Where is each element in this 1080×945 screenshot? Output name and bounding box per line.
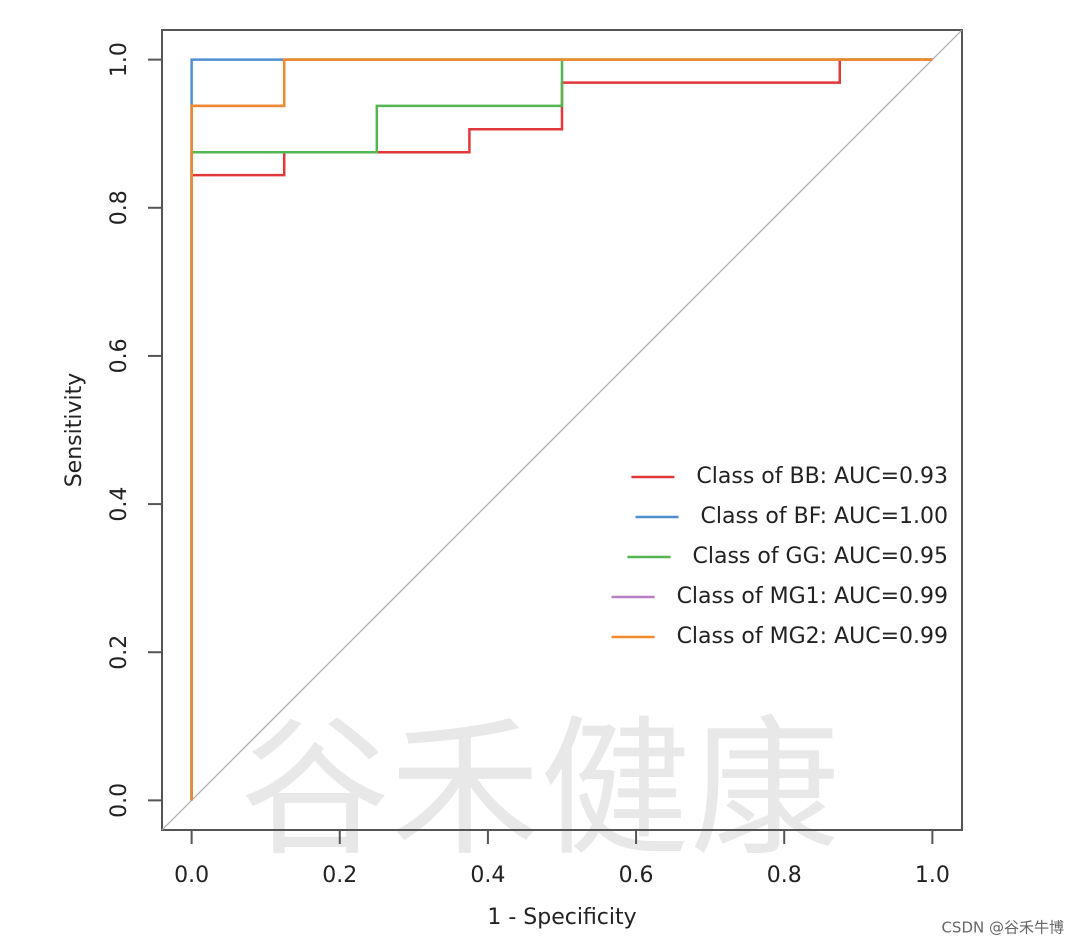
roc-curve xyxy=(190,58,933,801)
legend-label: Class of MG1: AUC=0.99 xyxy=(677,584,948,609)
x-tick-label: 0.4 xyxy=(470,863,505,888)
legend-label: Class of MG2: AUC=0.99 xyxy=(677,624,948,649)
y-tick-label: 0.8 xyxy=(107,190,132,225)
y-tick-label: 1.0 xyxy=(107,42,132,77)
y-axis-title: Sensitivity xyxy=(62,373,87,488)
watermark-logo: 谷禾健康 xyxy=(240,703,840,877)
legend-label: Class of GG: AUC=0.95 xyxy=(692,544,948,569)
y-tick-label: 0.4 xyxy=(107,487,132,522)
watermark-credit: CSDN @谷禾牛博 xyxy=(941,919,1064,937)
x-tick-label: 0.8 xyxy=(767,863,802,888)
x-tick-label: 0.0 xyxy=(174,863,209,888)
x-tick-label: 1.0 xyxy=(915,863,950,888)
roc-curve xyxy=(190,58,933,801)
x-tick-label: 0.6 xyxy=(619,863,654,888)
legend-label: Class of BB: AUC=0.93 xyxy=(696,464,948,489)
legend-label: Class of BF: AUC=1.00 xyxy=(701,504,948,529)
reference-diagonal xyxy=(161,29,963,831)
y-tick-label: 0.2 xyxy=(107,635,132,670)
x-tick-label: 0.2 xyxy=(322,863,357,888)
y-tick-label: 0.0 xyxy=(107,783,132,818)
y-tick-label: 0.6 xyxy=(107,338,132,373)
x-axis-title: 1 - Specificity xyxy=(487,905,636,930)
